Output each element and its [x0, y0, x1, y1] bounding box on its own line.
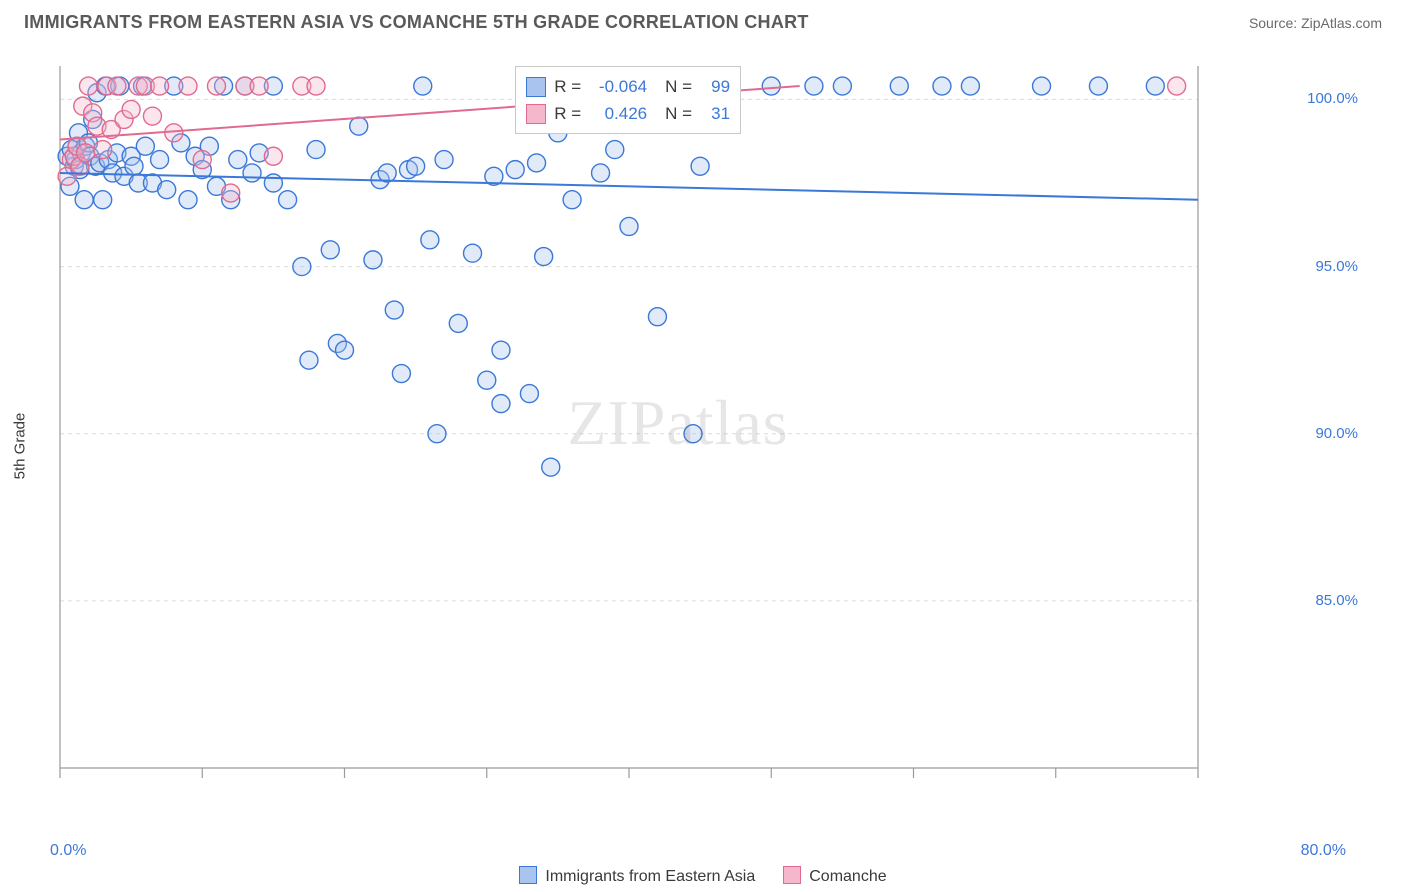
scatter-chart	[48, 58, 1308, 818]
stat-n-value: 31	[700, 100, 730, 127]
source-attribution: Source: ZipAtlas.com	[1249, 15, 1382, 31]
bottom-legend: Immigrants from Eastern Asia Comanche	[0, 866, 1406, 886]
x-axis-max-label: 80.0%	[1301, 842, 1346, 860]
stat-r-value: -0.064	[589, 73, 647, 100]
chart-area: ZIPatlas R =-0.064N =99R =0.426N =31	[48, 58, 1308, 818]
y-tick-label: 85.0%	[1315, 592, 1358, 609]
x-axis-min-label: 0.0%	[50, 842, 86, 860]
legend-item-pink: Comanche	[783, 866, 886, 886]
legend-swatch-pink	[783, 866, 801, 884]
stat-legend-row: R = -0.064 N = 99	[526, 73, 730, 100]
source-prefix: Source:	[1249, 15, 1301, 31]
stat-swatch	[526, 104, 546, 124]
stat-n-label: N =	[665, 73, 692, 100]
stat-n-label: N =	[665, 100, 692, 127]
stat-legend-row: R = 0.426 N = 31	[526, 100, 730, 127]
stat-legend: R = -0.064 N = 99 R = 0.426 N = 31	[515, 66, 741, 134]
stat-r-value: 0.426	[589, 100, 647, 127]
legend-label-blue: Immigrants from Eastern Asia	[545, 868, 755, 885]
y-tick-label: 100.0%	[1307, 90, 1358, 107]
legend-swatch-blue	[519, 866, 537, 884]
stat-r-label: R =	[554, 100, 581, 127]
y-tick-label: 90.0%	[1315, 425, 1358, 442]
header: IMMIGRANTS FROM EASTERN ASIA VS COMANCHE…	[0, 0, 1406, 37]
stat-n-value: 99	[700, 73, 730, 100]
stat-swatch	[526, 77, 546, 97]
y-axis-label: 5th Grade	[12, 413, 29, 480]
stat-r-label: R =	[554, 73, 581, 100]
y-tick-label: 95.0%	[1315, 258, 1358, 275]
legend-label-pink: Comanche	[809, 868, 886, 885]
chart-title: IMMIGRANTS FROM EASTERN ASIA VS COMANCHE…	[24, 12, 809, 33]
legend-item-blue: Immigrants from Eastern Asia	[519, 866, 755, 886]
source-name: ZipAtlas.com	[1301, 15, 1382, 31]
